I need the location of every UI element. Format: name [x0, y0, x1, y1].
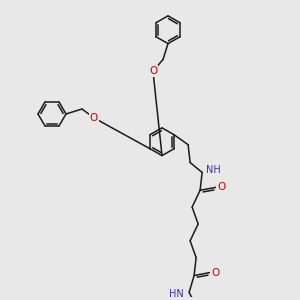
Text: O: O	[217, 182, 225, 192]
Text: NH: NH	[206, 166, 221, 176]
Text: O: O	[149, 66, 157, 76]
Text: O: O	[211, 268, 219, 278]
Text: O: O	[90, 113, 98, 123]
Text: HN: HN	[169, 289, 184, 299]
